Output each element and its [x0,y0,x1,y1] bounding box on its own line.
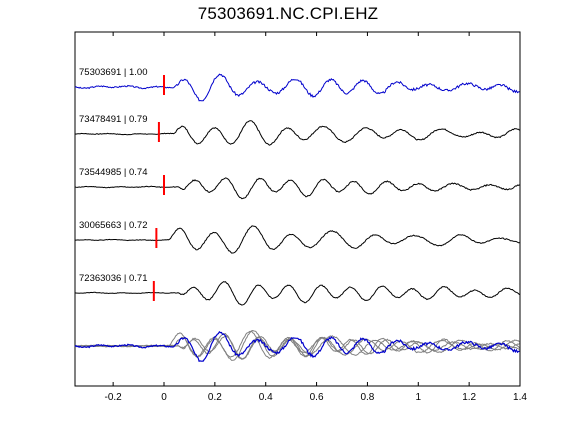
x-tick-label: 1.2 [462,392,476,403]
trace-label: 30065663 | 0.72 [79,220,148,231]
trace-label: 72363036 | 0.71 [79,273,148,284]
trace-0: 75303691 | 1.00 [74,67,520,102]
overlay-trace [74,331,520,362]
trace-4: 72363036 | 0.71 [74,273,520,306]
x-tick-label: -0.2 [105,392,123,403]
plot-frame [74,31,521,387]
trace-label: 75303691 | 1.00 [79,67,148,78]
trace-1: 73478491 | 0.79 [74,114,520,146]
x-tick-label: 1 [416,392,422,403]
chart-title: 75303691.NC.CPI.EHZ [197,4,379,23]
overlay-trace [74,333,520,360]
trace-2: 73544985 | 0.74 [74,167,520,200]
trace-label: 73544985 | 0.74 [79,167,148,178]
trace-3: 30065663 | 0.72 [74,220,520,254]
x-tick-label: 0.6 [310,392,324,403]
x-tick-label: 0.4 [259,392,273,403]
x-tick-label: 0.2 [208,392,222,403]
x-tick-label: 1.4 [513,392,527,403]
trace-line [74,177,520,200]
trace-label: 73478491 | 0.79 [79,114,148,125]
trace-line [74,281,520,306]
x-tick-label: 0.8 [360,392,374,403]
trace-line [74,225,520,254]
trace-line [74,120,520,146]
trace-line [74,73,520,102]
x-tick-label: 0 [161,392,167,403]
